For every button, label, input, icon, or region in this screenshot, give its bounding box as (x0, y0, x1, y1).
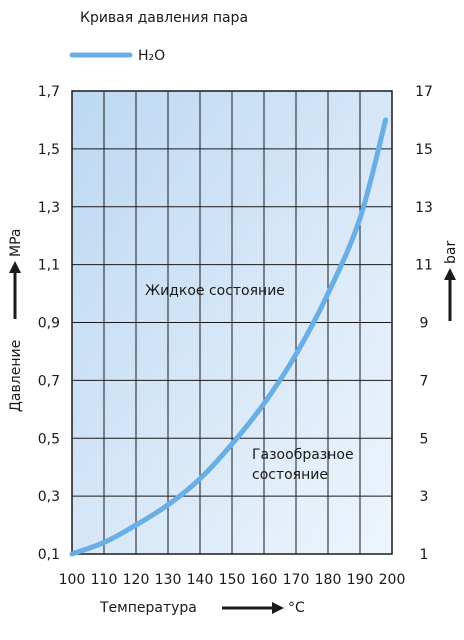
annotation-gas-line-2: состояние (252, 467, 328, 483)
x-tick-label: 120 (123, 572, 150, 588)
y2-tick-label: 3 (420, 489, 429, 505)
y2-tick-label: 5 (420, 431, 429, 447)
y-tick-label: 1,7 (38, 84, 60, 100)
y-tick-label: 0,7 (38, 373, 60, 389)
x-tick-label: 180 (315, 572, 342, 588)
y2-tick-label: 9 (420, 316, 429, 332)
y-tick-label: 1,3 (38, 200, 60, 216)
y2-tick-label: 17 (415, 84, 433, 100)
y-tick-label: 0,5 (38, 431, 60, 447)
y-tick-label: 0,1 (38, 547, 60, 563)
x-tick-label: 170 (283, 572, 310, 588)
x-tick-label: 140 (187, 572, 214, 588)
y-tick-label: 1,1 (38, 258, 60, 274)
x-tick-label: 190 (347, 572, 374, 588)
x-axis-unit: °C (288, 600, 305, 616)
series-layer (69, 117, 389, 557)
legend-label-h2o: H₂O (138, 48, 165, 64)
y2-tick-label: 1 (420, 547, 429, 563)
legend: H₂O (69, 48, 165, 64)
y-tick-label: 1,5 (38, 142, 60, 158)
x-tick-label: 110 (91, 572, 118, 588)
y2-tick-label: 11 (415, 258, 433, 274)
y-axis-label: Давление (8, 340, 24, 412)
y-axis-arrow-head (9, 261, 21, 273)
y2-tick-label: 7 (420, 373, 429, 389)
annotation-gas: Газообразное состояние (252, 447, 358, 483)
y-axis-title: Давление MPa (8, 229, 24, 412)
x-tick-label: 130 (155, 572, 182, 588)
annotation-gas-line-1: Газообразное (252, 447, 354, 463)
annotation-liquid: Жидкое состояние (145, 283, 285, 299)
y2-axis-title: bar (443, 241, 459, 321)
y-tick-label: 0,9 (38, 316, 60, 332)
y2-tick-label: 13 (415, 200, 433, 216)
x-axis-arrow-head (272, 602, 284, 614)
y-tick-label: 0,3 (38, 489, 60, 505)
y2-axis-arrow-head (444, 268, 456, 280)
y2-axis-unit: bar (443, 241, 459, 264)
series-line-h2o (69, 117, 389, 557)
tick-labels: 100 110 120 130 140 150 160 170 180 190 200 0,1 0,3 0… (38, 84, 433, 588)
y2-tick-label: 15 (415, 142, 433, 158)
x-tick-label: 100 (59, 572, 86, 588)
x-tick-label: 160 (251, 572, 278, 588)
y-axis-unit: MPa (8, 229, 24, 257)
chart-title: Кривая давления пара (80, 10, 248, 26)
x-tick-label: 150 (219, 572, 246, 588)
x-axis-title: Температура °C (99, 600, 305, 616)
x-tick-label: 200 (379, 572, 406, 588)
x-axis-label: Температура (99, 600, 197, 616)
